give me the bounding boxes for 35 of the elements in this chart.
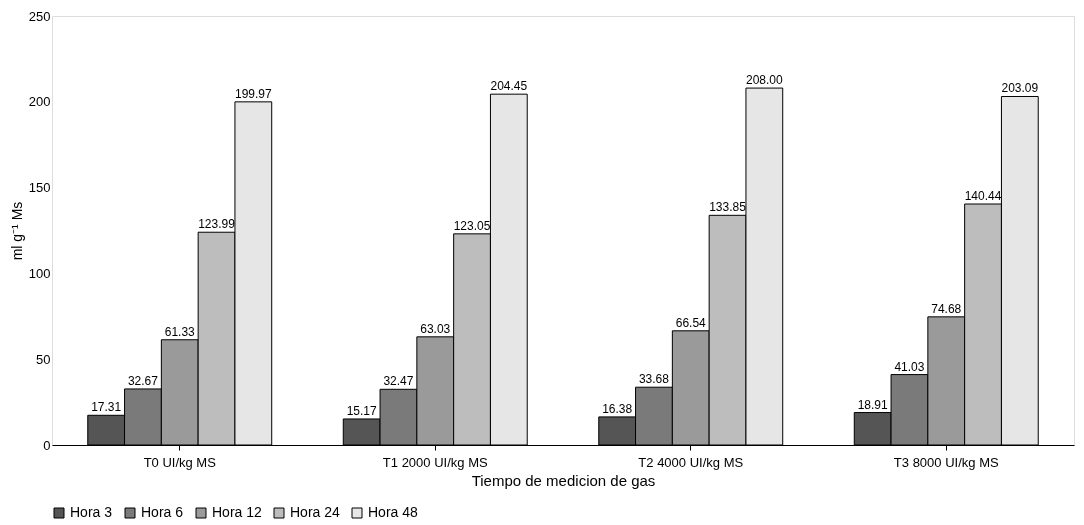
legend-label: Hora 12 (212, 504, 263, 520)
y-tick-label: 250 (28, 8, 51, 24)
data-label: 203.09 (1001, 81, 1039, 96)
data-label: 61.33 (164, 324, 196, 339)
data-label: 123.05 (453, 218, 491, 233)
legend-label: Hora 48 (368, 504, 419, 520)
data-label: 16.38 (602, 401, 633, 416)
data-label: 66.54 (675, 315, 707, 330)
data-label: 63.03 (420, 321, 451, 336)
data-label: 41.03 (894, 359, 925, 374)
data-label: 204.45 (490, 79, 528, 94)
x-tick-label: T2 4000 UI/kg MS (638, 454, 744, 470)
data-label: 32.67 (127, 373, 159, 388)
data-label: 140.44 (964, 189, 1002, 203)
y-tick-label: 50 (36, 351, 51, 367)
x-tick-label: T1 2000 UI/kg MS (382, 454, 488, 470)
data-label: 33.68 (638, 372, 670, 387)
data-label: 74.68 (931, 301, 962, 316)
y-tick-label: 150 (28, 180, 51, 196)
data-label: 32.47 (383, 374, 414, 389)
y-tick-label: 0 (43, 437, 51, 453)
x-tick-label: T3 8000 UI/kg MS (893, 454, 999, 470)
data-label: 15.17 (346, 403, 378, 418)
x-tick-label: T0 UI/kg MS (143, 454, 217, 470)
y-tick-label: 200 (28, 94, 51, 110)
data-label: 18.91 (857, 397, 889, 412)
y-tick-label: 100 (28, 265, 51, 281)
data-label: 199.97 (234, 86, 273, 101)
x-axis-title: Tiempo de medicion de gas (471, 471, 656, 489)
legend-label: Hora 24 (290, 504, 341, 520)
legend-label: Hora 3 (70, 504, 113, 520)
data-label: 17.31 (91, 400, 122, 415)
data-label: 208.00 (745, 73, 784, 88)
y-axis-title: ml g⁻¹ Ms (8, 201, 25, 261)
legend-label: Hora 6 (141, 504, 184, 520)
